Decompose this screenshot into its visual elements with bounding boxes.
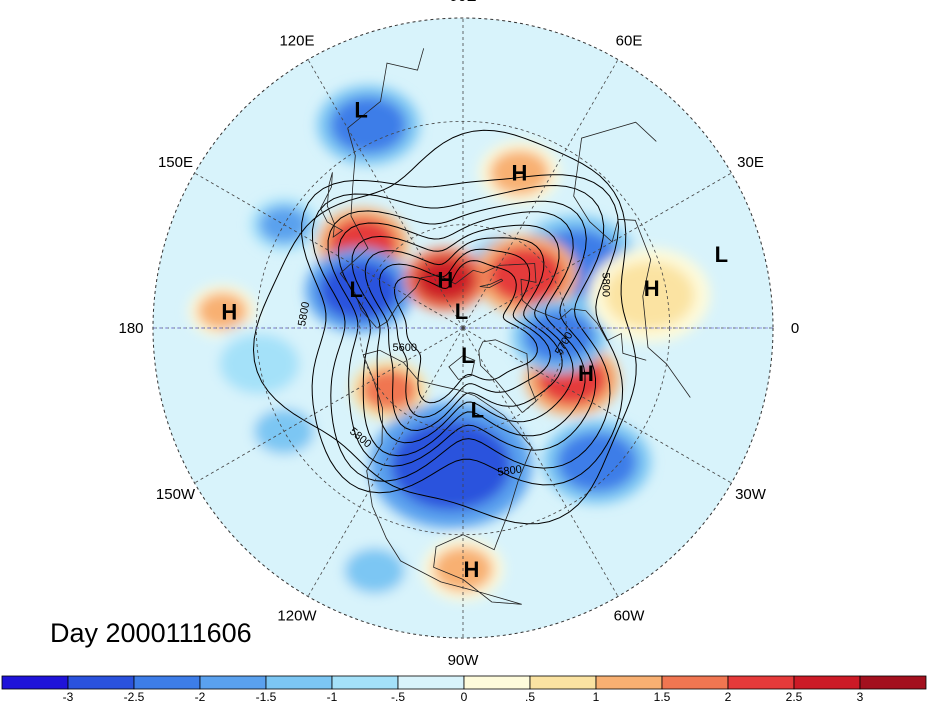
colorbar-swatch	[727, 675, 795, 690]
low-pressure-marker: L	[354, 98, 367, 123]
colorbar-tick-label: 3	[857, 690, 864, 702]
day-label: Day 2000111606	[50, 618, 252, 648]
longitude-label: 120W	[277, 608, 317, 625]
contour-label-group: 5600	[392, 342, 416, 354]
anomaly-core	[197, 292, 248, 330]
map-boundary	[152, 17, 774, 639]
coastline	[573, 121, 691, 398]
colorbar-tick-label: -3	[63, 690, 74, 702]
anomaly-core	[489, 150, 550, 196]
colorbar: -3 -2.5 -2 -1.5 -1 -.5 0 .5 1 1.5 2 2.5 3	[1, 675, 927, 702]
low-pressure-marker: L	[471, 397, 484, 422]
colorbar-swatch	[199, 675, 267, 690]
colorbar-swatch	[1, 675, 69, 690]
coastline	[448, 355, 476, 380]
anomaly-core	[488, 246, 565, 304]
longitude-label: 150W	[156, 486, 196, 503]
colorbar-tick-label: 0	[461, 690, 468, 702]
low-pressure-marker: L	[715, 242, 728, 267]
low-pressure-marker: L	[349, 277, 362, 302]
anomaly-core	[604, 261, 695, 329]
map-disk	[153, 18, 773, 638]
contour-label-group: 5800	[600, 272, 612, 296]
high-pressure-marker: H	[644, 276, 660, 301]
coastlines	[320, 48, 691, 605]
meridian-line	[462, 327, 732, 484]
colorbar-swatch	[595, 675, 663, 690]
longitude-label: 60E	[616, 33, 643, 50]
coastline	[339, 48, 425, 329]
anomaly-core	[415, 256, 476, 302]
meridian-line	[462, 59, 619, 329]
meridian-line	[194, 172, 464, 329]
longitude-label: 150E	[158, 154, 193, 171]
low-pressure-marker: L	[455, 299, 468, 324]
meridian-line	[307, 327, 464, 597]
colorbar-swatch	[331, 675, 399, 690]
contour-label-group: 5800	[296, 301, 312, 327]
colorbar-tick-label: -.5	[391, 690, 405, 702]
contour-label: 5800	[497, 463, 523, 478]
contour-label: 5600	[392, 342, 416, 354]
longitude-label: 30W	[735, 486, 767, 503]
colorbar-swatch	[397, 675, 465, 690]
high-pressure-marker: H	[221, 300, 237, 325]
colorbar-swatch	[529, 675, 597, 690]
colorbar-swatch	[463, 675, 531, 690]
meridian-line	[194, 327, 464, 484]
coastline	[479, 278, 504, 289]
high-pressure-marker: H	[437, 267, 453, 292]
coastline	[320, 172, 344, 238]
colorbar-swatch	[859, 675, 927, 690]
coastline	[362, 349, 533, 605]
colorbar-tick-label: 2	[725, 690, 732, 702]
longitude-label: 0	[791, 320, 799, 337]
meridian-line	[462, 327, 619, 597]
longitude-label: 180	[118, 320, 143, 337]
colorbar-swatch	[661, 675, 729, 690]
contour-label: 5800	[600, 272, 612, 296]
longitude-label: 90E	[450, 0, 477, 5]
lat-lon-grid	[153, 18, 773, 638]
colorbar-swatch	[67, 675, 135, 690]
colorbar-tick-label: 2.5	[786, 690, 803, 702]
longitude-label: 30E	[737, 154, 764, 171]
longitude-label: 120E	[279, 33, 314, 50]
coastline	[376, 263, 647, 361]
high-pressure-marker: H	[578, 361, 594, 386]
contour-label-group: 5800	[497, 463, 523, 478]
colorbar-tick-label: 1	[593, 690, 600, 702]
anomaly-core	[319, 260, 400, 321]
anomaly-core	[330, 96, 407, 154]
longitude-labels: 90E 60E 30E 0 30W 60W 90W 120W 150W 180 150E 120E	[118, 0, 799, 669]
colorbar-tick-label: 1.5	[654, 690, 671, 702]
meridian-line	[462, 172, 732, 329]
coastline	[478, 339, 537, 413]
colorbar-tick-label: -1.5	[256, 690, 277, 702]
contour-label: 5800	[296, 301, 312, 327]
anomaly-core	[344, 548, 405, 594]
high-pressure-marker: H	[463, 557, 479, 582]
colorbar-tick-label: -2	[195, 690, 206, 702]
colorbar-tick-label: -2.5	[124, 690, 145, 702]
high-pressure-marker: H	[512, 161, 528, 186]
anomaly-core	[361, 368, 418, 411]
longitude-label: 60W	[614, 608, 646, 625]
colorbar-swatch	[265, 675, 333, 690]
anomaly-core	[524, 310, 595, 363]
colorbar-tick-label: -1	[327, 690, 338, 702]
meridian-line	[307, 59, 464, 329]
colorbar-swatch	[133, 675, 201, 690]
colorbar-swatch	[793, 675, 861, 690]
low-pressure-marker: L	[461, 343, 474, 368]
longitude-label: 90W	[448, 652, 480, 669]
colorbar-tick-label: .5	[525, 690, 535, 702]
anomaly-core	[390, 420, 511, 511]
